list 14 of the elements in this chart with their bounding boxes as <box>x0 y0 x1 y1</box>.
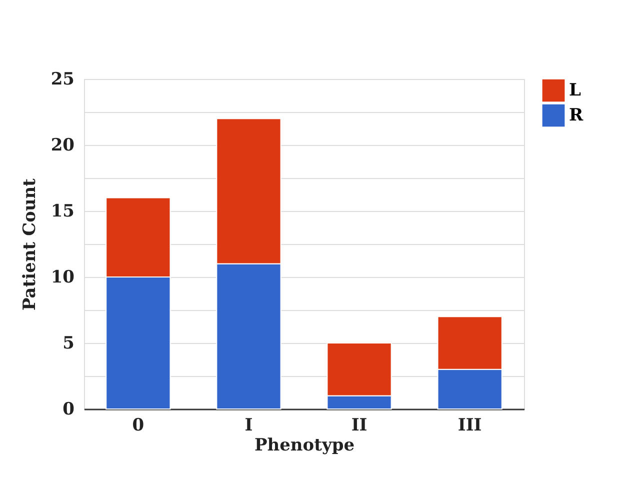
x-axis-title: Phenotype <box>254 436 355 456</box>
x-tick-label: III <box>458 416 482 436</box>
y-axis-title: Patient Count <box>20 178 40 311</box>
x-tick-label: 0 <box>132 416 144 436</box>
legend-label: L <box>569 80 581 100</box>
y-tick-label: 15 <box>50 202 74 222</box>
y-tick-label: 20 <box>50 136 75 156</box>
x-tick-label: I <box>244 416 253 436</box>
legend-label: R <box>569 106 584 126</box>
y-tick-label: 25 <box>50 70 74 90</box>
y-tick-label: 5 <box>62 334 74 354</box>
y-tick-label: 10 <box>50 268 75 288</box>
y-tick-label: 0 <box>62 400 75 420</box>
x-tick-label: II <box>351 416 368 436</box>
